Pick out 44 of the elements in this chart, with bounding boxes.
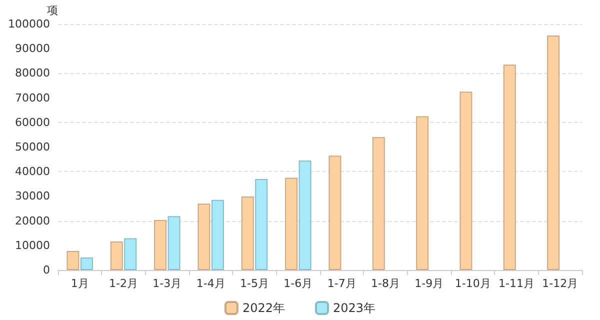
legend-label: 2023年 [333,301,376,315]
legend-label: 2022年 [242,301,286,315]
y-tick-label: 60000 [15,116,50,129]
bar [328,156,342,270]
x-tick-label: 1-9月 [414,277,444,290]
bar [503,64,516,270]
x-tick-label: 1-6月 [284,277,313,290]
bar [241,196,254,270]
y-tick-label: 0 [43,264,50,276]
y-tick-label: 40000 [15,165,50,178]
bar [110,241,123,270]
y-tick-label: 30000 [15,190,50,203]
bar [298,160,312,270]
bar [255,178,268,270]
bar [198,204,210,270]
bar [372,137,385,270]
x-tick-label: 1-5月 [240,277,269,290]
y-axis-title: 项 [47,4,58,17]
x-tick-label: 1-3月 [152,277,182,290]
y-tick-label: 100000 [8,18,50,30]
bar [154,220,167,270]
y-tick-label: 90000 [15,42,50,56]
bar [66,251,80,270]
x-tick-label: 1-12月 [542,277,578,290]
x-tick-label: 1-10月 [454,277,491,290]
bar [547,36,560,270]
x-tick-label: 1-2月 [109,277,138,290]
bar [211,200,224,270]
bar [460,92,472,270]
x-tick-label: 1月 [70,277,89,290]
x-tick-label: 1-7月 [327,277,356,290]
bar [285,178,298,270]
x-tick-label: 1-11月 [498,277,534,290]
y-tick-label: 70000 [15,91,50,104]
bar [124,238,137,270]
y-tick-label: 20000 [15,214,50,228]
x-tick-label: 1-4月 [196,277,226,290]
x-tick-label: 1-8月 [371,277,400,290]
bar [80,257,93,270]
y-tick-label: 80000 [15,66,50,80]
y-tick-label: 50000 [15,140,50,154]
bar [168,216,180,270]
bar [416,116,429,270]
y-tick-label: 10000 [15,238,50,252]
